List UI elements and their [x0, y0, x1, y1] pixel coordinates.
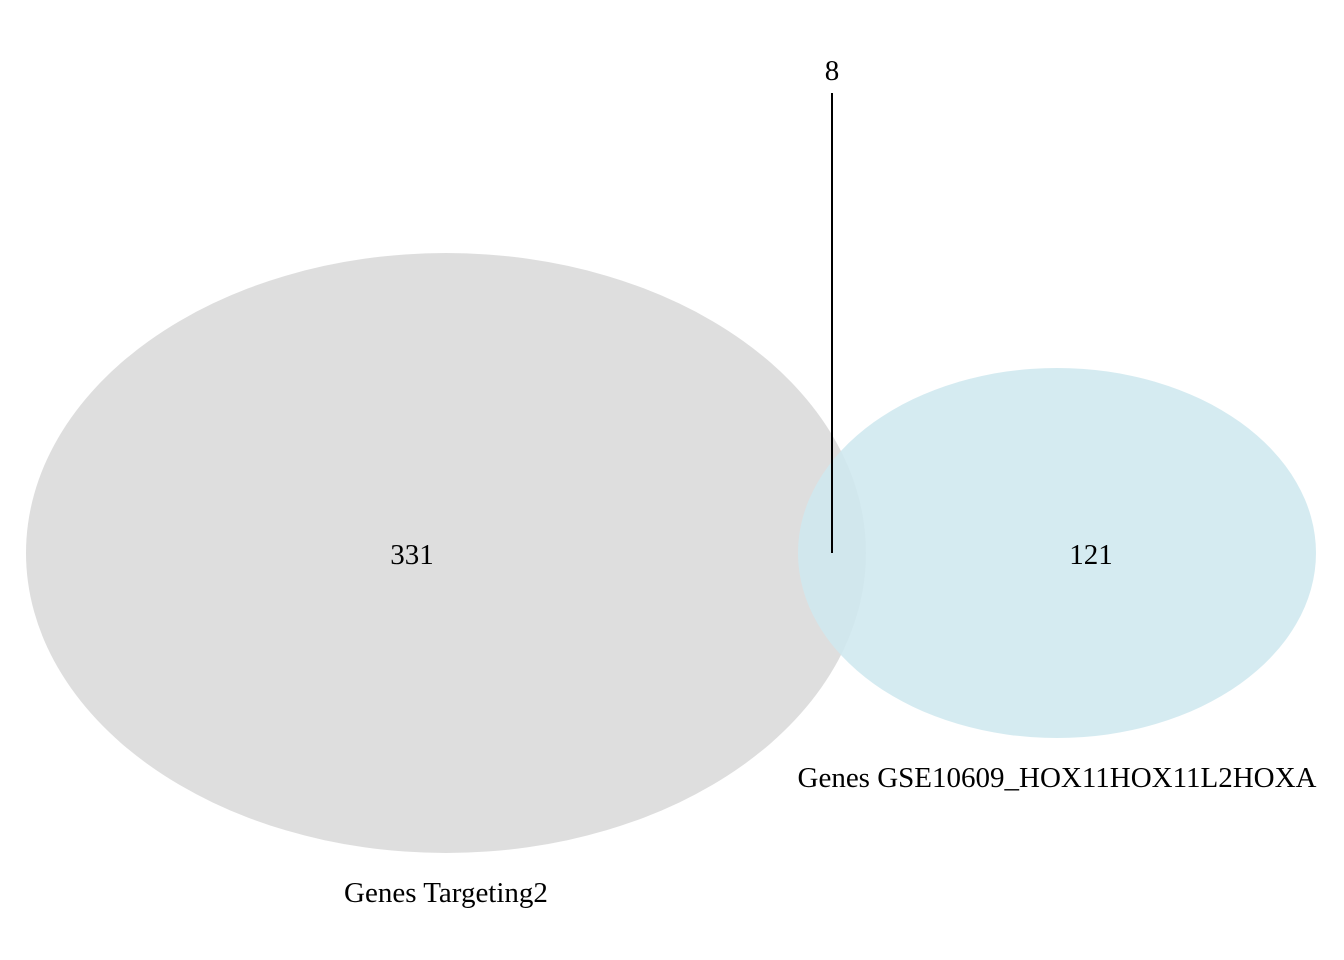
set-b-name: Genes GSE10609_HOX11HOX11L2HOXA — [798, 762, 1317, 794]
set-a-name: Genes Targeting2 — [344, 877, 548, 909]
set-b-only-count: 121 — [1069, 539, 1113, 571]
set-a-only-count: 331 — [390, 539, 434, 571]
intersection-count: 8 — [825, 55, 840, 87]
set-a-ellipse — [26, 253, 866, 853]
set-b-ellipse — [798, 368, 1316, 738]
